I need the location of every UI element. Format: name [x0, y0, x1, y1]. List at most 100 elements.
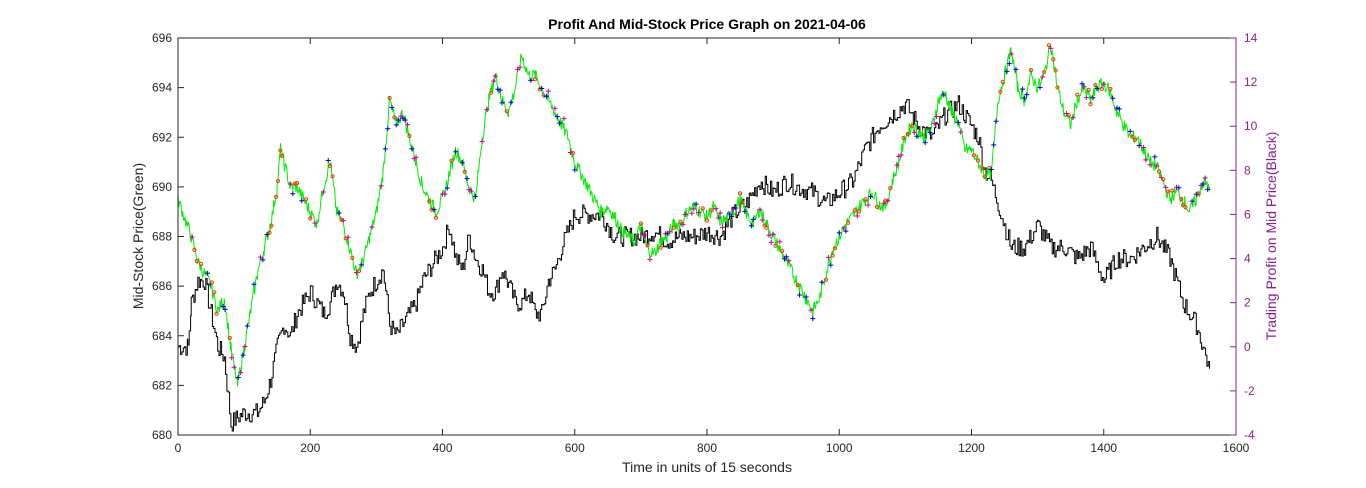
- mid-marker: [709, 208, 714, 213]
- buy-marker: [508, 99, 514, 105]
- x-tick-label: 200: [300, 441, 320, 455]
- mid-marker: [1051, 57, 1056, 62]
- mid-marker: [901, 135, 906, 141]
- mid-marker: [704, 218, 710, 223]
- buy-marker: [955, 119, 961, 125]
- buy-marker: [1021, 95, 1027, 101]
- sell-marker: [717, 210, 723, 216]
- buy-marker: [325, 158, 331, 164]
- buy-marker: [810, 316, 816, 322]
- buy-marker: [220, 303, 226, 309]
- mid-marker: [407, 133, 412, 139]
- buy-marker: [1189, 198, 1195, 204]
- mid-marker: [1132, 137, 1138, 142]
- sell-marker: [696, 210, 702, 216]
- mid-marker: [532, 77, 538, 82]
- buy-marker: [473, 193, 479, 199]
- buy-marker: [409, 146, 415, 152]
- buy-marker: [1013, 66, 1019, 72]
- y-right-tick-label: 10: [1244, 119, 1258, 133]
- buy-marker: [260, 257, 266, 263]
- mid-marker: [780, 248, 785, 253]
- mid-marker: [1099, 86, 1104, 91]
- buy-marker: [1094, 85, 1100, 91]
- sell-marker: [881, 200, 887, 206]
- buy-marker: [1037, 84, 1043, 90]
- mid-marker: [274, 194, 279, 199]
- mid-marker: [327, 164, 333, 169]
- sell-marker: [808, 307, 814, 313]
- sell-marker: [757, 207, 763, 213]
- chart-title: Profit And Mid-Stock Price Graph on 2021…: [548, 16, 866, 32]
- sell-marker: [1039, 74, 1045, 80]
- mid-marker: [1093, 82, 1098, 88]
- sell-marker: [442, 191, 448, 197]
- x-axis: 0 200 400 600 800 1000 1200 1400 1600: [175, 38, 1250, 455]
- buy-marker: [867, 193, 873, 199]
- y-left-tick-label: 688: [152, 230, 172, 244]
- sell-marker: [1147, 162, 1153, 168]
- sell-marker: [238, 370, 244, 376]
- mid-marker: [279, 153, 285, 158]
- y-right-tick-label: 14: [1244, 31, 1258, 45]
- sell-marker: [715, 215, 721, 221]
- mid-marker: [980, 166, 985, 171]
- mid-marker: [330, 174, 335, 179]
- sell-marker: [517, 64, 523, 70]
- mid-marker: [227, 335, 232, 341]
- mid-marker: [433, 215, 438, 220]
- buy-marker: [336, 210, 342, 216]
- buy-marker: [554, 114, 560, 120]
- sell-marker: [730, 206, 736, 212]
- mid-marker: [658, 245, 663, 250]
- mid-marker: [308, 216, 313, 221]
- sell-marker: [680, 222, 686, 228]
- y-right-tick-label: 2: [1244, 296, 1251, 310]
- buy-marker: [927, 129, 933, 135]
- mid-marker: [1075, 92, 1080, 97]
- mid-marker: [856, 209, 862, 214]
- sell-marker: [759, 217, 765, 223]
- mid-marker: [1165, 189, 1171, 194]
- buy-marker: [750, 216, 756, 222]
- mid-marker: [645, 243, 650, 248]
- mid-marker: [795, 282, 800, 288]
- buy-marker: [993, 118, 999, 124]
- mid-marker: [1183, 205, 1188, 210]
- mid-marker: [832, 246, 838, 251]
- x-tick-label: 1600: [1223, 441, 1250, 455]
- mid-marker: [852, 208, 857, 213]
- x-tick-label: 400: [432, 441, 452, 455]
- buy-marker: [783, 254, 789, 260]
- buy-marker: [726, 211, 732, 217]
- buy-marker: [572, 167, 578, 173]
- mid-marker: [678, 219, 683, 224]
- mid-marker: [427, 199, 432, 204]
- sell-marker: [689, 210, 695, 216]
- y-right-tick-label: -2: [1244, 384, 1255, 398]
- buy-marker: [843, 228, 849, 234]
- buy-marker: [988, 166, 994, 172]
- mid-marker: [570, 151, 575, 156]
- sell-marker: [667, 229, 673, 235]
- buy-marker: [251, 281, 257, 287]
- y-left-tick-label: 682: [152, 378, 172, 392]
- buy-marker: [828, 262, 834, 268]
- mid-marker: [846, 220, 851, 225]
- buy-marker: [1176, 185, 1182, 191]
- mid-marker: [823, 277, 829, 282]
- buy-marker: [1006, 61, 1012, 67]
- sell-marker: [958, 129, 964, 135]
- mid-marker: [1000, 79, 1005, 84]
- buy-marker: [1090, 95, 1096, 101]
- sell-marker: [1101, 81, 1107, 87]
- x-tick-label: 800: [697, 441, 717, 455]
- y-left-tick-label: 686: [152, 279, 172, 293]
- buy-marker: [1136, 143, 1142, 149]
- sell-marker: [713, 206, 719, 212]
- y-right-tick-label: -4: [1244, 428, 1255, 442]
- mid-marker: [192, 247, 197, 253]
- sell-marker: [894, 162, 900, 168]
- sell-marker: [777, 239, 783, 245]
